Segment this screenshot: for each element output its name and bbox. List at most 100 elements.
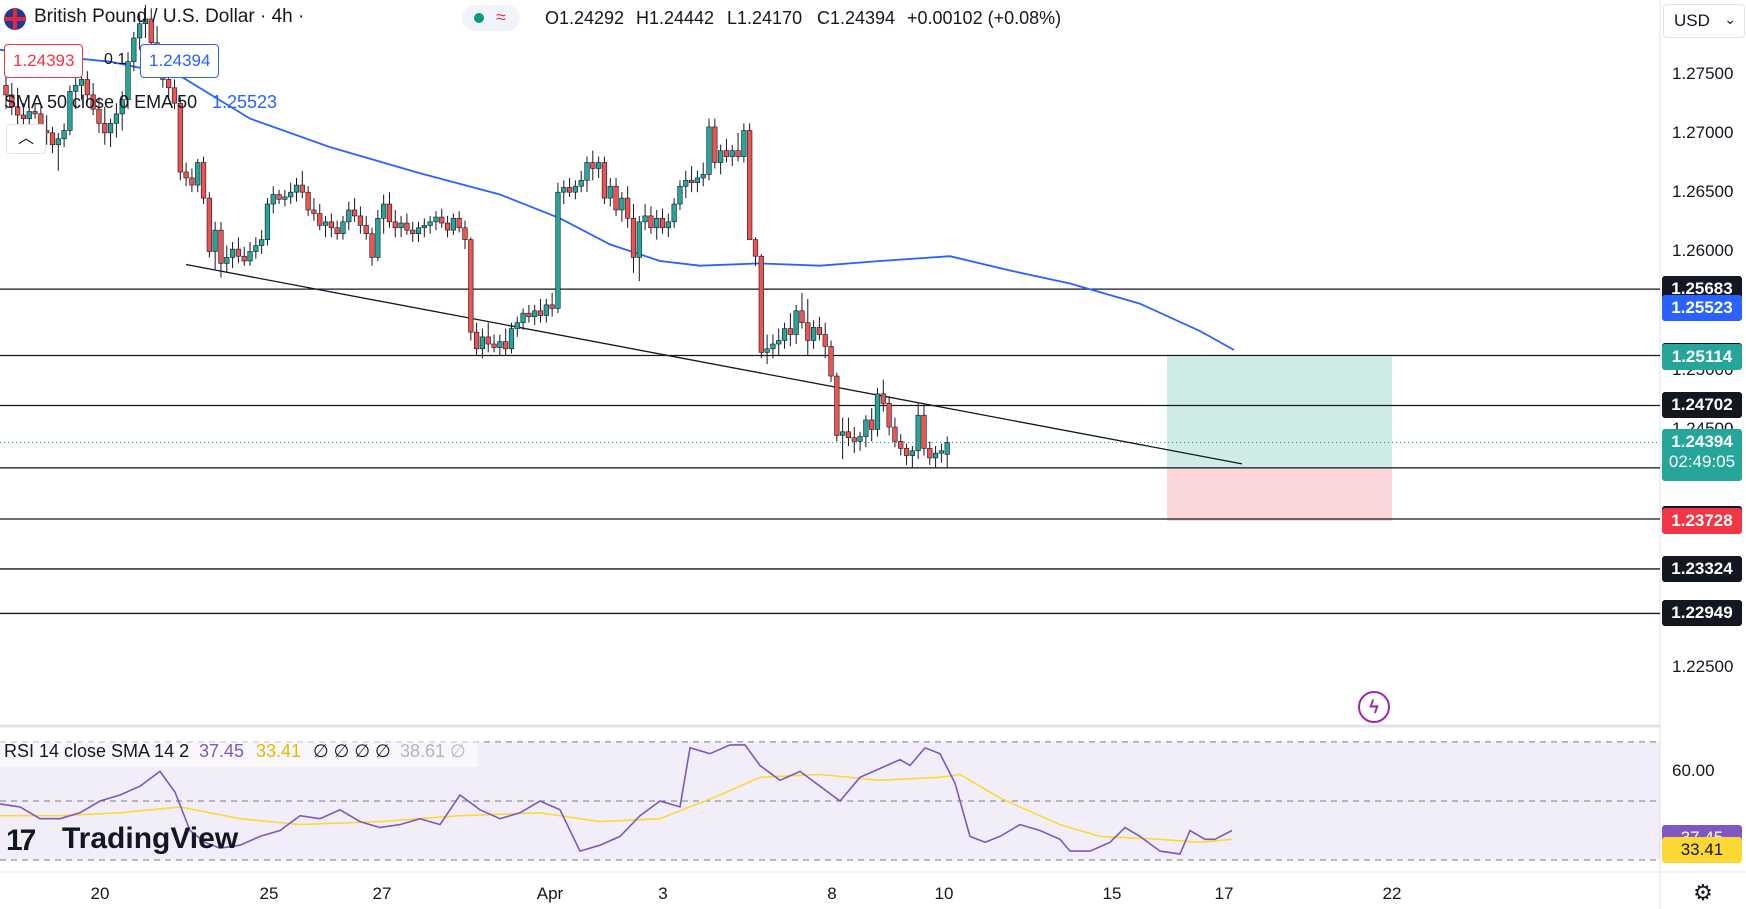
candle — [346, 201, 352, 231]
candle-body — [113, 113, 119, 124]
candle-body — [723, 150, 730, 157]
candle-body — [630, 217, 637, 258]
candle — [392, 209, 398, 238]
candle — [386, 192, 393, 228]
candle — [119, 91, 125, 131]
candle-body — [334, 227, 340, 234]
price-axis-tick: 1.26500 — [1672, 182, 1734, 202]
candle — [578, 170, 584, 193]
position-target-zone — [1167, 356, 1392, 468]
candle-body — [816, 327, 822, 335]
price-tag-target[interactable]: 1.25114 — [1662, 343, 1742, 370]
candle-body — [235, 248, 242, 257]
candle-body — [439, 216, 445, 224]
candle-body — [427, 221, 433, 226]
horizontal-levels[interactable] — [0, 288, 1660, 615]
price-tag-level[interactable]: 1.24702 — [1662, 392, 1742, 419]
candle-body — [171, 87, 178, 104]
candle — [311, 198, 317, 221]
candle-body — [514, 322, 520, 329]
candle — [723, 138, 730, 163]
candle — [793, 304, 799, 345]
candle — [270, 186, 276, 214]
chevron-up-icon: ︿ — [17, 130, 34, 147]
candle — [665, 213, 671, 238]
symbol-title[interactable]: British Pound / U.S. Dollar · 4h · — [34, 6, 305, 27]
price-tag-stop[interactable]: 1.23728 — [1662, 508, 1742, 534]
candle-body — [241, 255, 247, 262]
candle — [898, 434, 904, 456]
candle — [148, 8, 154, 50]
candle-body — [456, 217, 462, 229]
candle-body — [596, 162, 602, 169]
candle-body — [351, 209, 358, 217]
candle-body — [752, 239, 759, 257]
ohlc-low: L1.24170 — [727, 8, 803, 28]
candle — [514, 316, 520, 337]
candle — [712, 118, 718, 169]
sell-button[interactable]: 1.24393 — [4, 44, 84, 78]
candle-body — [840, 431, 846, 436]
candle-body — [282, 196, 288, 200]
candle — [131, 32, 137, 72]
candle-body — [572, 185, 578, 193]
candle-body — [822, 334, 828, 347]
collapse-legend-button[interactable]: ︿ — [6, 124, 46, 154]
candle — [462, 220, 468, 250]
candle — [317, 204, 323, 231]
market-status-badge[interactable]: ≈ — [462, 5, 520, 31]
candle-body — [212, 229, 218, 252]
price-axis-tick: 1.22500 — [1672, 656, 1734, 676]
lightning-icon[interactable]: ϟ — [1358, 691, 1390, 723]
candle — [613, 177, 619, 216]
candle-body — [479, 336, 486, 350]
chevron-down-icon: ⌄ — [1724, 11, 1736, 27]
candle — [932, 446, 939, 468]
candle-body — [346, 209, 352, 223]
candle-body — [415, 227, 422, 234]
candle — [694, 170, 700, 193]
buy-button[interactable]: 1.24394 — [140, 44, 220, 78]
candle-body — [677, 185, 683, 205]
rsi-legend[interactable]: RSI 14 close SMA 14 2 — [4, 741, 190, 761]
delay-icon: ≈ — [496, 7, 506, 27]
candle — [421, 218, 427, 238]
price-tag-ma[interactable]: 1.25523 — [1662, 295, 1742, 322]
candle-body — [142, 18, 149, 25]
candle — [555, 182, 561, 314]
time-axis-tick: Apr — [536, 884, 564, 903]
price-tag-level[interactable]: 1.23324 — [1662, 555, 1742, 582]
candle-body — [700, 174, 706, 179]
indicator-legend[interactable]: SMA 50 close 0 EMA 50 — [4, 92, 198, 112]
candle — [61, 123, 67, 148]
price-tag-price[interactable]: 1.24394 — [1662, 429, 1742, 455]
price-tag-level[interactable]: 1.22949 — [1662, 600, 1742, 627]
candle-body — [601, 162, 608, 199]
ema-50-line — [0, 48, 1235, 351]
trendline[interactable] — [185, 263, 1243, 465]
time-axis-tick: 20 — [90, 884, 110, 903]
candle-body — [131, 37, 137, 62]
candle — [404, 213, 410, 235]
candle-body — [148, 18, 154, 44]
candle — [183, 162, 189, 187]
gear-icon[interactable]: ⚙ — [1693, 880, 1713, 905]
ohlc-change: +0.00102 (+0.08%) — [907, 8, 1062, 28]
time-axis-tick: 3 — [658, 884, 668, 903]
candle — [218, 221, 224, 278]
candle — [276, 189, 282, 205]
candle-body — [543, 304, 549, 316]
candle — [369, 227, 375, 266]
currency-button[interactable]: USD ⌄ — [1663, 4, 1745, 38]
long-position-tool[interactable] — [0, 356, 1660, 522]
candle-body — [474, 331, 480, 350]
candle-body — [410, 229, 416, 234]
candle-body — [485, 336, 491, 345]
candle — [729, 144, 735, 167]
candle — [322, 215, 329, 238]
candle-body — [770, 343, 776, 350]
candle-body — [654, 217, 660, 229]
candle-body — [462, 227, 468, 240]
candle-body — [718, 150, 724, 163]
